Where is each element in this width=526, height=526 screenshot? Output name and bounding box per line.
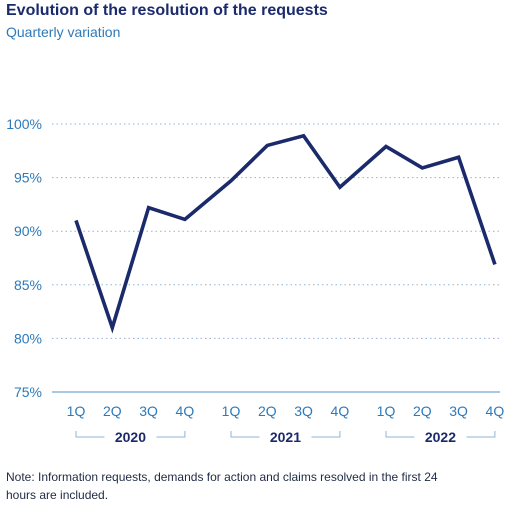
x-tick-label: 1Q <box>222 403 241 419</box>
x-tick-label: 4Q <box>486 403 505 419</box>
chart-note: Note: Information requests, demands for … <box>6 470 438 502</box>
y-tick-label: 85% <box>14 277 42 293</box>
x-tick-label: 4Q <box>176 403 195 419</box>
y-tick-label: 90% <box>14 223 42 239</box>
year-bracket-left <box>385 431 415 438</box>
chart-title: Evolution of the resolution of the reque… <box>6 2 328 19</box>
year-bracket-left <box>75 431 105 438</box>
year-label: 2020 <box>115 429 146 445</box>
y-axis-labels: 75% 80% 85% 90% 95% 100% <box>6 116 42 400</box>
gridlines <box>52 123 500 393</box>
x-axis-labels: 1Q 2Q 3Q 4Q 1Q 2Q 3Q 4Q 1Q 2Q 3Q 4Q <box>67 403 505 419</box>
x-tick-label: 2Q <box>258 403 277 419</box>
year-groups: 2020 2021 2022 <box>75 429 496 445</box>
y-tick-label: 95% <box>14 170 42 186</box>
x-tick-label: 3Q <box>449 403 468 419</box>
year-bracket-right <box>466 431 496 438</box>
y-tick-label: 80% <box>14 330 42 346</box>
year-label: 2021 <box>270 429 301 445</box>
series-line <box>74 133 497 334</box>
y-tick-label: 100% <box>6 116 42 132</box>
x-tick-label: 1Q <box>377 403 396 419</box>
year-bracket-left <box>230 431 260 438</box>
x-tick-label: 3Q <box>139 403 158 419</box>
year-label: 2022 <box>425 429 456 445</box>
x-tick-label: 2Q <box>413 403 432 419</box>
x-tick-label: 2Q <box>103 403 122 419</box>
year-bracket-right <box>156 431 186 438</box>
y-tick-label: 75% <box>14 384 42 400</box>
chart-subtitle: Quarterly variation <box>6 24 121 40</box>
x-tick-label: 4Q <box>331 403 350 419</box>
x-tick-label: 1Q <box>67 403 86 419</box>
year-bracket-right <box>311 431 341 438</box>
series-layer <box>74 133 497 334</box>
x-tick-label: 3Q <box>294 403 313 419</box>
